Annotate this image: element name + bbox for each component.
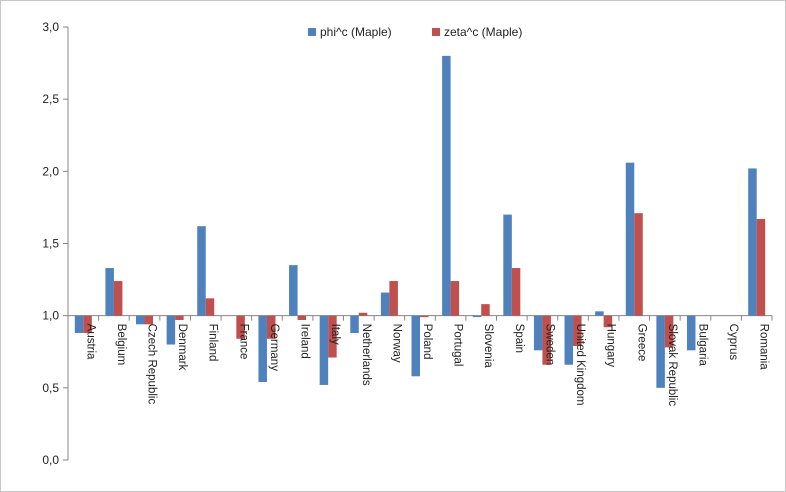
bar-phi-slovak-republic bbox=[656, 315, 665, 388]
category-label: Czech Republic bbox=[146, 324, 158, 405]
bar-zeta-belgium bbox=[113, 281, 123, 316]
category-label: Spain bbox=[513, 324, 525, 353]
bar-zeta-finland bbox=[205, 298, 215, 316]
bar-phi-sweden bbox=[533, 315, 543, 351]
category-label: Greece bbox=[635, 324, 647, 362]
category-label: Austria bbox=[84, 324, 96, 360]
bar-phi-ireland bbox=[289, 265, 298, 316]
bar-zeta-sweden bbox=[542, 315, 551, 365]
bar-phi-portugal bbox=[442, 55, 451, 316]
bar-zeta-united-kingdom bbox=[573, 315, 582, 346]
bar-zeta-norway bbox=[389, 281, 398, 316]
bar-zeta-italy bbox=[328, 315, 337, 358]
bar-phi-norway bbox=[380, 292, 390, 316]
bar-phi-spain bbox=[503, 214, 512, 316]
category-label: Hungary bbox=[605, 324, 617, 368]
bar-phi-united-kingdom bbox=[564, 315, 574, 365]
bar-zeta-czech-republic bbox=[144, 315, 154, 325]
category-label: United Kingdom bbox=[574, 324, 586, 406]
bar-zeta-germany bbox=[266, 315, 276, 339]
bar-zeta-romania bbox=[756, 218, 766, 316]
bar-zeta-ireland bbox=[297, 315, 307, 320]
bar-phi-austria bbox=[74, 315, 84, 333]
bar-phi-germany bbox=[258, 315, 267, 383]
category-label: Italy bbox=[329, 324, 341, 345]
bar-phi-czech-republic bbox=[136, 315, 145, 325]
category-label: Germany bbox=[268, 324, 280, 372]
category-label: Netherlands bbox=[360, 324, 372, 386]
bar-zeta-slovenia bbox=[481, 304, 490, 316]
y-tick-label: 2,0 bbox=[42, 164, 59, 178]
bar-zeta-austria bbox=[83, 315, 92, 333]
legend-swatch bbox=[308, 28, 316, 36]
bar-zeta-poland bbox=[420, 315, 429, 318]
legend-label: zeta^c (Maple) bbox=[444, 25, 522, 39]
y-tick-label: 3,0 bbox=[42, 20, 59, 34]
legend: phi^c (Maple) zeta^c (Maple) bbox=[308, 25, 522, 39]
bars bbox=[74, 55, 766, 388]
bar-zeta-slovak-republic bbox=[664, 315, 674, 348]
category-label: Romania bbox=[758, 324, 770, 371]
y-tick-label: 0,0 bbox=[42, 453, 59, 467]
bar-phi-finland bbox=[197, 226, 206, 316]
bar-phi-slovenia bbox=[472, 315, 482, 318]
category-label: Slovenia bbox=[482, 324, 494, 369]
bar-zeta-portugal bbox=[450, 281, 460, 316]
bar-phi-romania bbox=[748, 168, 757, 316]
bar-phi-italy bbox=[319, 315, 329, 385]
category-label: Norway bbox=[390, 324, 402, 363]
bar-zeta-denmark bbox=[175, 315, 184, 320]
category-labels: Austria Belgium Czech Republic Denmark Finla… bbox=[84, 324, 769, 407]
bar-phi-poland bbox=[411, 315, 420, 377]
category-label: Portugal bbox=[452, 324, 464, 367]
category-label: Ireland bbox=[299, 324, 311, 359]
bar-phi-belgium bbox=[105, 268, 114, 316]
bar-phi-bulgaria bbox=[686, 315, 696, 351]
bar-phi-netherlands bbox=[350, 315, 359, 333]
y-tick-label: 2,5 bbox=[42, 92, 59, 106]
bar-phi-greece bbox=[625, 162, 635, 316]
axes: 0,0 0,5 1,0 1,5 2,0 2,5 3,0 bbox=[42, 20, 773, 467]
bar-zeta-france bbox=[236, 315, 245, 339]
category-label: Denmark bbox=[176, 324, 188, 371]
category-label: Sweden bbox=[543, 324, 555, 366]
category-label: Finland bbox=[207, 324, 219, 362]
category-label: Belgium bbox=[115, 324, 127, 366]
category-label: Slovak Republic bbox=[666, 324, 678, 407]
bar-zeta-greece bbox=[634, 213, 643, 316]
bar-zeta-hungary bbox=[603, 315, 613, 328]
category-label: France bbox=[237, 324, 249, 360]
category-label: Cyprus bbox=[727, 324, 739, 361]
bar-phi-hungary bbox=[595, 311, 604, 316]
legend-label: phi^c (Maple) bbox=[320, 25, 392, 39]
legend-swatch bbox=[432, 28, 440, 36]
category-label: Bulgaria bbox=[696, 324, 708, 367]
y-tick-label: 1,5 bbox=[42, 237, 59, 251]
bar-phi-denmark bbox=[166, 315, 176, 345]
y-tick-label: 1,0 bbox=[42, 309, 59, 323]
category-label: Poland bbox=[421, 324, 433, 360]
y-tick-label: 0,5 bbox=[42, 381, 59, 395]
bar-zeta-netherlands bbox=[358, 312, 368, 316]
bar-zeta-spain bbox=[511, 268, 521, 316]
